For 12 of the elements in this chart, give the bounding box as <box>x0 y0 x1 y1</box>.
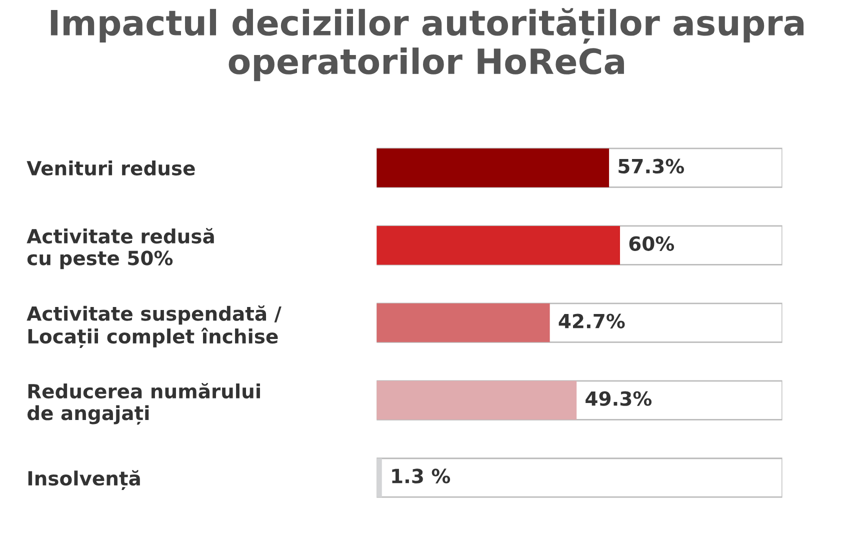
bar <box>376 458 382 498</box>
y-tick-label: Activitate suspendată / Locații complet închise <box>26 305 282 348</box>
data-label: 1.3 % <box>392 468 450 484</box>
data-label: 60% <box>629 236 674 251</box>
data-label: 57.3% <box>618 158 684 174</box>
y-tick-label: Activitate redusă cu peste 50% <box>26 228 214 270</box>
data-label: 42.7% <box>558 314 625 328</box>
data-label: 49.3% <box>586 391 652 406</box>
y-tick-label: Insolvență <box>28 470 140 490</box>
y-tick-label: Reducerea numărului de angajați <box>27 383 260 425</box>
y-tick-label: Venituri reduse <box>26 160 195 176</box>
chart-title: Impactul deciziilor autorităților asupra operatorilor HoReCa <box>50 8 804 82</box>
